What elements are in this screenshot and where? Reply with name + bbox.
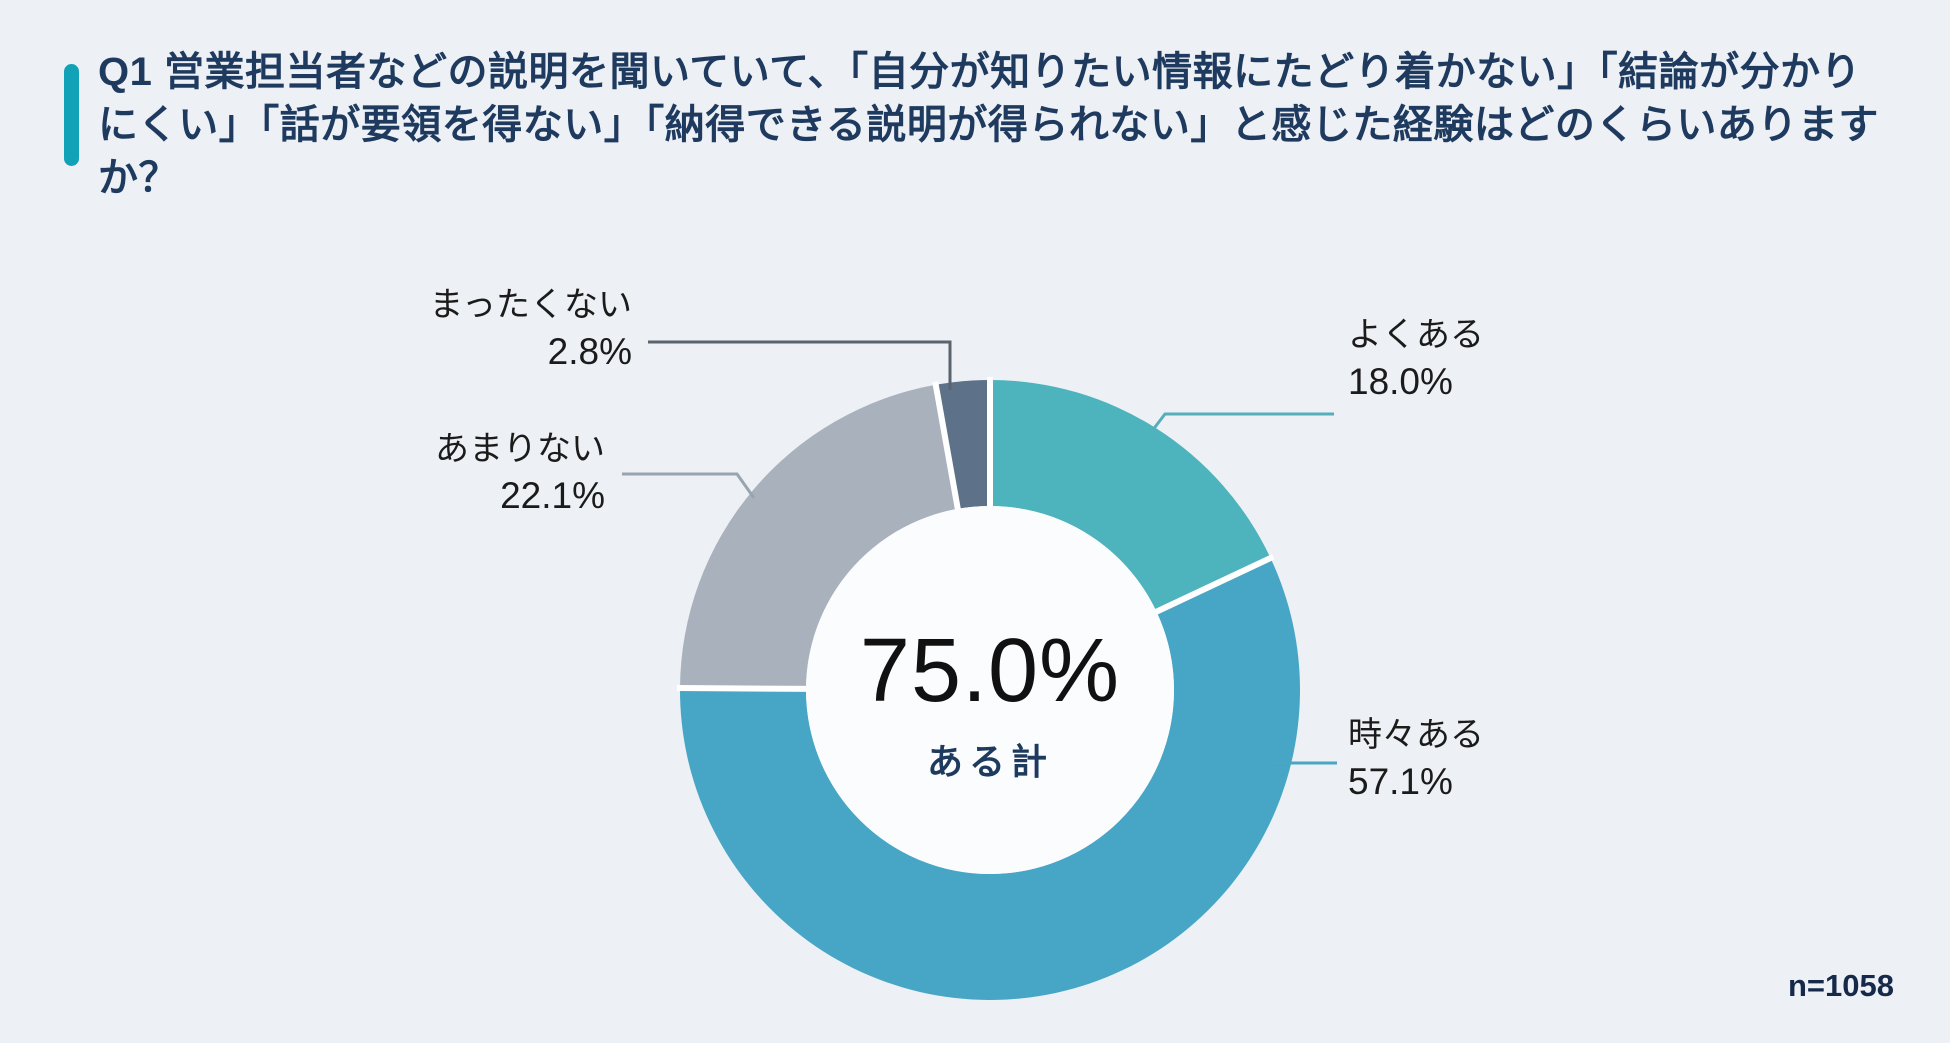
category-name: 時々ある <box>1348 716 1484 754</box>
category-value: 2.8% <box>547 331 632 372</box>
question-accent-bar <box>64 64 79 166</box>
leader-line-amarinai <box>622 472 756 499</box>
category-value: 18.0% <box>1348 361 1453 402</box>
callout-label-yokuaru: よくある 18.0% <box>1348 312 1668 405</box>
donut-segment-時々ある <box>679 558 1300 1000</box>
category-value: 57.1% <box>1348 761 1453 802</box>
sample-size: n=1058 <box>1787 968 1894 1003</box>
segment-separator <box>1151 554 1275 617</box>
callout-label-mattakunai: まったくない 2.8% <box>330 282 632 375</box>
segment-separator <box>676 685 811 692</box>
category-name: よくある <box>1348 316 1484 354</box>
donut-segment-まったくない <box>935 380 990 509</box>
donut-segment-あまりない <box>680 384 958 689</box>
segment-separator <box>932 381 962 514</box>
callout-label-amarinai: あまりない 22.1% <box>303 426 605 519</box>
category-name: まったくない <box>429 286 632 324</box>
category-name: あまりない <box>435 430 605 468</box>
leader-line-yokuaru <box>1150 412 1334 432</box>
donut-center: 75.0% ある計 <box>740 622 1240 782</box>
question-title: Q1 営業担当者などの説明を聞いていて、「自分が知りたい情報にたどり着かない」「… <box>98 50 1879 200</box>
donut-hole <box>806 506 1174 874</box>
donut-chart <box>676 377 1300 1000</box>
center-total-label: ある計 <box>926 741 1053 782</box>
donut-segment-よくある <box>990 380 1271 612</box>
leader-line-mattakunai <box>648 340 952 390</box>
callout-label-tokidoki: 時々ある 57.1% <box>1348 712 1668 805</box>
category-value: 22.1% <box>500 475 605 516</box>
center-total-value: 75.0% <box>859 621 1121 721</box>
